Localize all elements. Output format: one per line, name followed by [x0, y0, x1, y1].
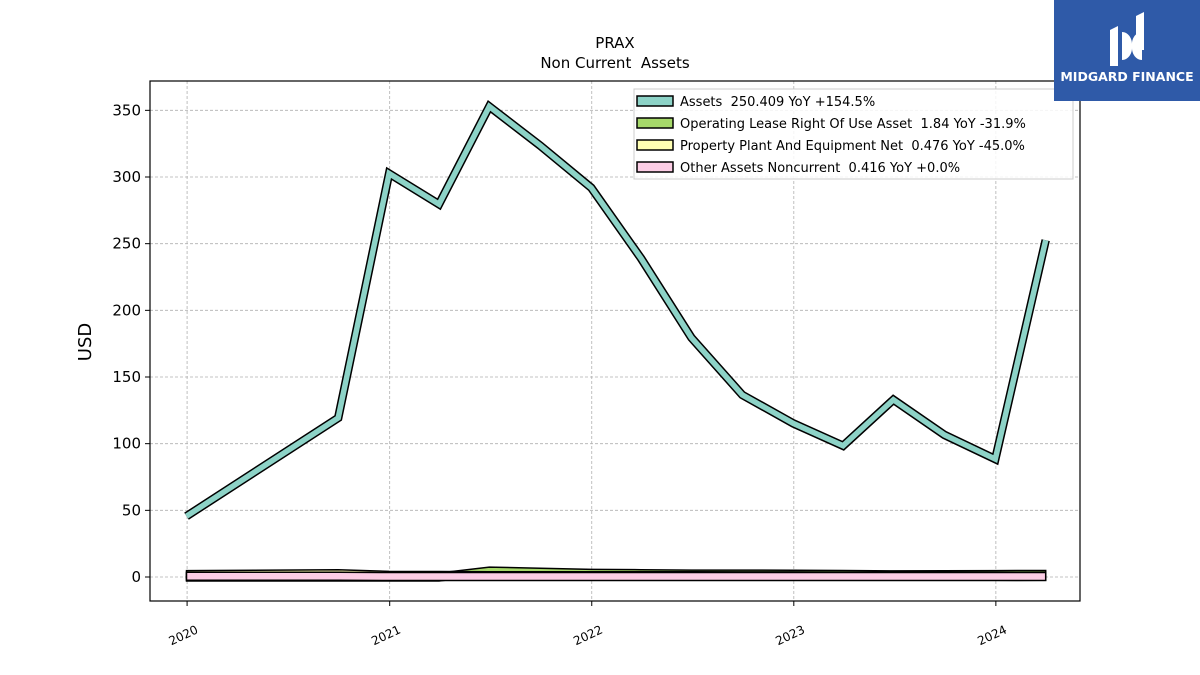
legend-label: Other Assets Noncurrent 0.416 YoY +0.0% — [680, 161, 960, 176]
brand-logo: MIDGARD FINANCE — [1054, 0, 1200, 101]
midgard-logo-icon — [1110, 12, 1144, 66]
x-axis: 2020 2021 2022 2023 2024 — [167, 601, 1009, 648]
legend: Assets 250.409 YoY +154.5% Operating Leas… — [633, 88, 1074, 180]
legend-label: Operating Lease Right Of Use Asset 1.84 … — [680, 117, 1026, 132]
y-tick-label: 250 — [112, 235, 141, 253]
legend-swatch — [636, 117, 674, 129]
y-tick-label: 100 — [112, 435, 141, 453]
x-tick-label: 2023 — [773, 623, 807, 649]
legend-swatch — [636, 95, 674, 107]
series-band-3 — [185, 571, 1047, 582]
y-tick-label: 150 — [112, 368, 141, 386]
y-tick-label: 350 — [112, 101, 141, 119]
legend-label: Assets 250.409 YoY +154.5% — [680, 95, 875, 110]
chart-title: PRAX — [595, 34, 634, 52]
legend-box — [633, 88, 1074, 180]
y-axis-label: USD — [75, 323, 96, 361]
series-assets-line — [185, 102, 1049, 519]
x-tick-label: 2024 — [975, 623, 1009, 649]
x-tick-label: 2020 — [167, 623, 201, 649]
series-areas — [184, 100, 1050, 582]
y-tick-label: 200 — [112, 301, 141, 319]
x-tick-label: 2022 — [571, 623, 605, 649]
y-tick-label: 50 — [122, 501, 141, 519]
y-tick-label: 300 — [112, 168, 141, 186]
legend-swatch — [636, 139, 674, 151]
x-tick-label: 2021 — [369, 623, 403, 649]
y-tick-label: 0 — [131, 568, 141, 586]
plot-frame — [149, 80, 1081, 602]
legend-label: Property Plant And Equipment Net 0.476 Y… — [680, 139, 1025, 154]
chart-subtitle: Non Current Assets — [540, 54, 690, 72]
y-axis: 0 50 100 150 200 250 300 350 — [112, 101, 150, 586]
brand-name: MIDGARD FINANCE — [1060, 69, 1194, 84]
legend-swatch — [636, 161, 674, 173]
